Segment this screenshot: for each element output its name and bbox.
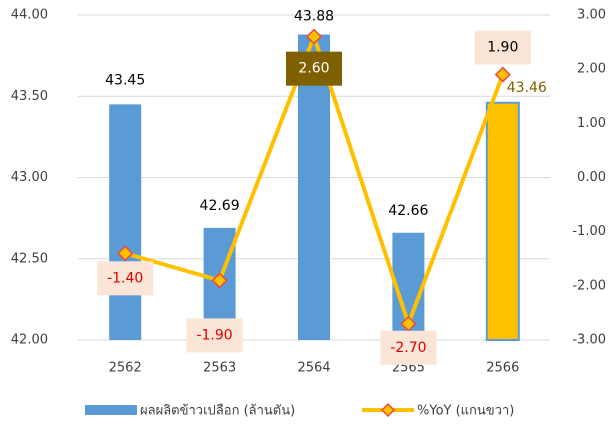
y2-tick-label: 1.00: [577, 116, 606, 131]
line-label-box: [186, 318, 243, 353]
line-marker: [117, 245, 134, 262]
y2-tick-label: 3.00: [577, 8, 606, 23]
legend-label: %YoY (แกนขวา): [417, 404, 514, 419]
line-value-label: 2.60: [298, 61, 329, 77]
legend-bar-swatch: [85, 405, 137, 415]
x-tick-label: 2563: [203, 361, 236, 376]
y-tick-label: 42.00: [11, 333, 48, 348]
line-label-box: [380, 330, 437, 365]
y2-tick-label: 0.00: [577, 170, 606, 185]
bar-value-label: 43.46: [507, 80, 547, 96]
line-label-box: [97, 261, 154, 296]
line-value-label: -1.40: [107, 270, 143, 286]
line-label-box: [286, 51, 342, 86]
bar-value-label: 42.66: [388, 203, 428, 219]
x-tick-label: 2562: [109, 361, 142, 376]
line-label-box: [474, 30, 531, 65]
legend-marker: [380, 402, 396, 418]
y2-tick-label: 2.00: [577, 62, 606, 77]
bar: [485, 101, 520, 341]
line-marker: [211, 272, 228, 289]
x-tick-label: 2564: [297, 361, 330, 376]
y-tick-label: 43.00: [11, 170, 48, 185]
y-tick-label: 42.50: [11, 251, 48, 266]
bar-value-label: 43.45: [105, 72, 145, 88]
legend-label: ผลผลิตข้าวเปลือก (ล้านตัน): [140, 403, 295, 419]
line-marker: [494, 66, 511, 83]
line-value-label: -2.70: [390, 340, 426, 356]
y-tick-label: 44.00: [11, 8, 48, 23]
y2-tick-label: -3.00: [572, 333, 606, 348]
bar: [109, 104, 142, 340]
bar-value-label: 42.69: [200, 198, 240, 214]
line-value-label: -1.90: [196, 327, 232, 343]
y2-tick-label: -2.00: [572, 278, 606, 293]
y-tick-label: 43.50: [11, 89, 48, 104]
y2-tick-label: -1.00: [572, 224, 606, 239]
bar-value-label: 43.88: [294, 9, 334, 25]
line-value-label: 1.90: [487, 40, 518, 56]
line-marker: [305, 28, 323, 45]
x-tick-label: 2566: [486, 361, 519, 376]
